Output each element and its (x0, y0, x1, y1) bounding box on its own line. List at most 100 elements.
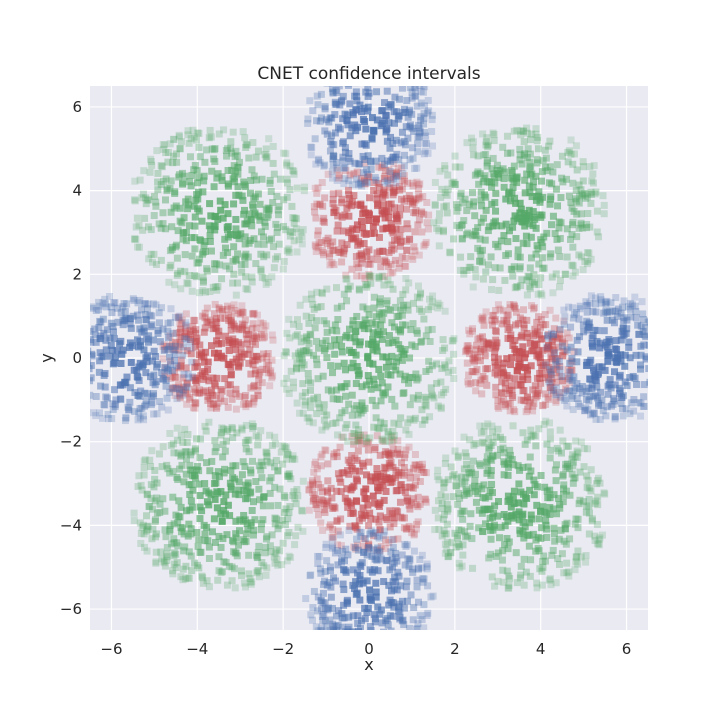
scatter-point (213, 354, 221, 362)
scatter-point (528, 193, 536, 201)
scatter-point (391, 187, 399, 195)
scatter-point (405, 624, 413, 630)
scatter-point (216, 305, 224, 313)
scatter-point (232, 255, 240, 263)
scatter-point (476, 247, 484, 255)
scatter-point (369, 223, 377, 231)
scatter-point (529, 431, 537, 439)
scatter-point (330, 336, 338, 344)
scatter-point (310, 494, 318, 502)
scatter-point (391, 93, 399, 101)
scatter-point (436, 301, 444, 309)
scatter-point (175, 313, 183, 321)
scatter-point (229, 358, 237, 366)
scatter-point (220, 425, 228, 433)
scatter-point (179, 235, 187, 243)
scatter-point (134, 243, 142, 251)
scatter-point (214, 283, 222, 291)
scatter-point (100, 401, 108, 409)
scatter-point (596, 479, 604, 487)
scatter-point (505, 386, 513, 394)
scatter-point (366, 273, 374, 281)
scatter-point (208, 145, 216, 153)
scatter-point (476, 235, 484, 243)
scatter-point (383, 639, 390, 646)
scatter-point (415, 251, 423, 259)
scatter-point (147, 323, 155, 331)
scatter-point (384, 430, 392, 438)
scatter-point (370, 546, 378, 554)
scatter-point (587, 487, 595, 495)
scatter-point (137, 481, 145, 489)
scatter-point (584, 323, 592, 331)
scatter-point (396, 632, 403, 639)
scatter-point (202, 487, 210, 495)
scatter-point (270, 264, 278, 272)
scatter-point (226, 512, 234, 520)
scatter-point (329, 533, 337, 541)
scatter-point (479, 528, 487, 536)
scatter-point (320, 251, 328, 259)
scatter-point (218, 568, 226, 576)
scatter-point (345, 150, 353, 158)
scatter-point (108, 346, 116, 354)
x-tick-label: −2 (272, 640, 294, 658)
scatter-point (271, 433, 279, 441)
scatter-point (545, 179, 553, 187)
scatter-point (589, 410, 597, 418)
scatter-point (365, 377, 373, 385)
scatter-point (209, 391, 217, 399)
scatter-point (367, 529, 375, 537)
scatter-point (428, 111, 436, 119)
scatter-point (433, 224, 441, 232)
scatter-point (476, 460, 484, 468)
scatter-point (428, 325, 436, 333)
scatter-point (354, 431, 362, 439)
scatter-point (175, 497, 183, 505)
scatter-point (331, 111, 339, 119)
scatter-point (584, 406, 592, 414)
scatter-point (301, 389, 309, 397)
scatter-point (559, 352, 567, 360)
scatter-point (169, 567, 177, 575)
scatter-point (226, 381, 234, 389)
scatter-point (260, 253, 268, 261)
scatter-point (159, 342, 167, 350)
scatter-point (373, 116, 381, 124)
scatter-point (414, 221, 422, 229)
scatter-point (177, 325, 185, 333)
scatter-point (657, 356, 664, 363)
scatter-point (372, 588, 380, 596)
scatter-point (157, 548, 165, 556)
scatter-point (329, 369, 337, 377)
scatter-point (555, 560, 563, 568)
scatter-point (381, 651, 388, 658)
scatter-point (164, 158, 172, 166)
scatter-point (534, 145, 542, 153)
y-axis-label: y (37, 353, 56, 362)
scatter-point (235, 363, 243, 371)
scatter-point (390, 153, 398, 161)
scatter-point (622, 405, 630, 413)
scatter-point (188, 171, 196, 179)
scatter-point (284, 471, 292, 479)
scatter-point (210, 515, 218, 523)
scatter-point (466, 522, 474, 530)
scatter-point (249, 531, 257, 539)
scatter-point (385, 450, 393, 458)
scatter-point (390, 419, 398, 427)
scatter-point (312, 500, 320, 508)
scatter-point (388, 352, 396, 360)
scatter-point (179, 565, 187, 573)
scatter-point (246, 236, 254, 244)
scatter-point (421, 416, 429, 424)
scatter-point (207, 212, 215, 220)
scatter-point (390, 645, 397, 652)
y-tick-label: 4 (72, 182, 82, 200)
scatter-point (326, 114, 334, 122)
scatter-point (407, 197, 415, 205)
scatter-point (178, 316, 186, 324)
scatter-point (311, 324, 319, 332)
scatter-point (544, 331, 552, 339)
scatter-point (473, 366, 481, 374)
